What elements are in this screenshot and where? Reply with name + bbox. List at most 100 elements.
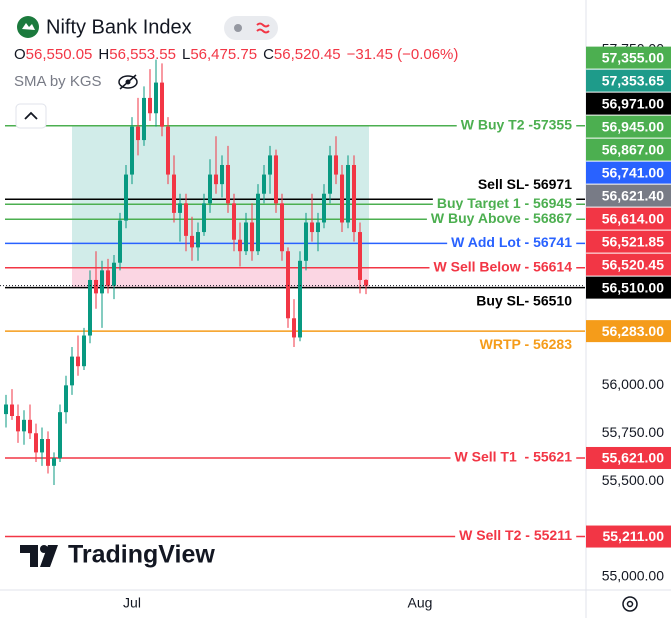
collapse-button[interactable] xyxy=(15,103,47,129)
candle-body xyxy=(100,270,104,294)
candle-body xyxy=(64,385,68,413)
price-badge xyxy=(586,320,671,343)
plot: W Buy T2 -57355 Sell SL- 56971 Buy Target … xyxy=(0,59,585,544)
collapse-icon xyxy=(24,111,38,120)
price-badge xyxy=(586,184,671,207)
candle-body xyxy=(94,279,98,294)
visibility-toggle[interactable] xyxy=(118,74,138,90)
candle-body xyxy=(262,174,266,194)
level-label: WRTP - 56283 xyxy=(480,336,573,352)
candle-body xyxy=(280,203,284,252)
candle-body xyxy=(256,193,260,252)
candle-body xyxy=(70,356,74,386)
candle-body xyxy=(214,174,218,185)
label-bg xyxy=(456,116,577,133)
price-badge-label: 56,614.00 xyxy=(602,210,664,226)
watermark-text: TradingView xyxy=(68,541,215,569)
candle-body xyxy=(130,126,134,175)
price-badge xyxy=(586,253,671,276)
candle-body xyxy=(22,419,26,432)
ohlc-value: 56,520.45 xyxy=(274,46,341,63)
status-pill[interactable] xyxy=(224,16,278,40)
level-label: W Sell Below - 56614 xyxy=(434,258,573,274)
price-badge-label: 56,283.00 xyxy=(602,323,664,339)
price-badge xyxy=(586,276,671,299)
price-badge xyxy=(586,446,671,469)
candle-body xyxy=(190,235,194,248)
candle-body xyxy=(226,164,230,204)
price-badge-label: 56,867.00 xyxy=(602,141,664,157)
candle-body xyxy=(232,203,236,240)
y-tick-label: 55,000.00 xyxy=(602,568,664,584)
price-badge xyxy=(586,138,671,161)
candle-body xyxy=(160,82,164,127)
candle-body xyxy=(88,279,92,336)
level-label: W Sell T1 - 55621 xyxy=(455,449,573,465)
ohlc-change: −31.45 (−0.06%) xyxy=(347,46,459,63)
level-label: Buy SL- 56510 xyxy=(476,292,572,308)
candle-body xyxy=(82,335,86,367)
candle-body xyxy=(364,279,368,286)
candle-body xyxy=(184,203,188,236)
logo-glyph xyxy=(22,23,35,30)
candle-body xyxy=(28,419,32,434)
candle-body xyxy=(322,193,326,223)
price-badge xyxy=(586,161,671,184)
ohlc-key: H xyxy=(98,46,109,63)
candle-body xyxy=(196,232,200,248)
price-badge xyxy=(586,230,671,253)
label-bg xyxy=(432,194,577,211)
price-badge-label: 56,510.00 xyxy=(602,279,664,295)
price-badge-label: 55,211.00 xyxy=(602,528,664,544)
candle-body xyxy=(124,174,128,221)
price-badge-label: 56,945.00 xyxy=(602,118,664,134)
header: Nifty Bank Index O56,550.05 H56,553.55 L56… xyxy=(14,16,459,129)
price-badge-label: 56,971.00 xyxy=(602,95,664,111)
candle-body xyxy=(34,433,38,453)
candle-body xyxy=(76,356,80,367)
candle-body xyxy=(166,126,170,175)
price-badge xyxy=(586,207,671,230)
candle-body xyxy=(208,174,212,204)
y-tick-label: 55,750.00 xyxy=(602,424,664,440)
candle-body xyxy=(142,97,146,141)
candle-body xyxy=(40,439,44,453)
price-badge-label: 55,621.00 xyxy=(602,450,664,466)
ohlc-key: L xyxy=(182,46,190,63)
x-tick-label: Aug xyxy=(408,595,433,611)
candle-body xyxy=(148,97,152,114)
candle-body xyxy=(340,174,344,223)
candle-body xyxy=(304,222,308,261)
ohlc-value: 56,475.75 xyxy=(190,46,257,63)
candle-body xyxy=(154,82,158,114)
label-bg xyxy=(455,527,577,544)
level-label: Sell SL- 56971 xyxy=(478,176,572,192)
ohlc-key: O xyxy=(14,46,26,63)
candle-body xyxy=(292,318,296,338)
settings-button[interactable] xyxy=(622,596,638,612)
candle-body xyxy=(298,260,302,338)
level-label: Buy Target 1 - 56945 xyxy=(437,195,572,211)
level-label: W Buy Above - 56867 xyxy=(431,210,572,226)
ohlc-key: C xyxy=(263,46,274,63)
label-bg xyxy=(450,448,577,465)
price-badge-label: 57,355.00 xyxy=(602,49,664,65)
candle-body xyxy=(172,174,176,213)
candle-body xyxy=(250,222,254,252)
price-badge xyxy=(586,69,671,92)
watermark: TradingView xyxy=(20,541,215,569)
price-badge xyxy=(586,525,671,548)
candle-body xyxy=(328,155,332,194)
candle-body xyxy=(202,203,206,233)
candle-body xyxy=(316,222,320,233)
price-badge-label: 56,520.45 xyxy=(602,256,664,272)
candle-body xyxy=(178,203,182,213)
status-icon xyxy=(256,22,270,34)
price-badge-label: 57,353.65 xyxy=(602,72,664,88)
indicator-name: SMA by KGS xyxy=(14,73,102,90)
candle-body xyxy=(358,232,362,280)
level-label: W Buy T2 -57355 xyxy=(461,116,572,132)
sell-zone xyxy=(72,267,369,288)
